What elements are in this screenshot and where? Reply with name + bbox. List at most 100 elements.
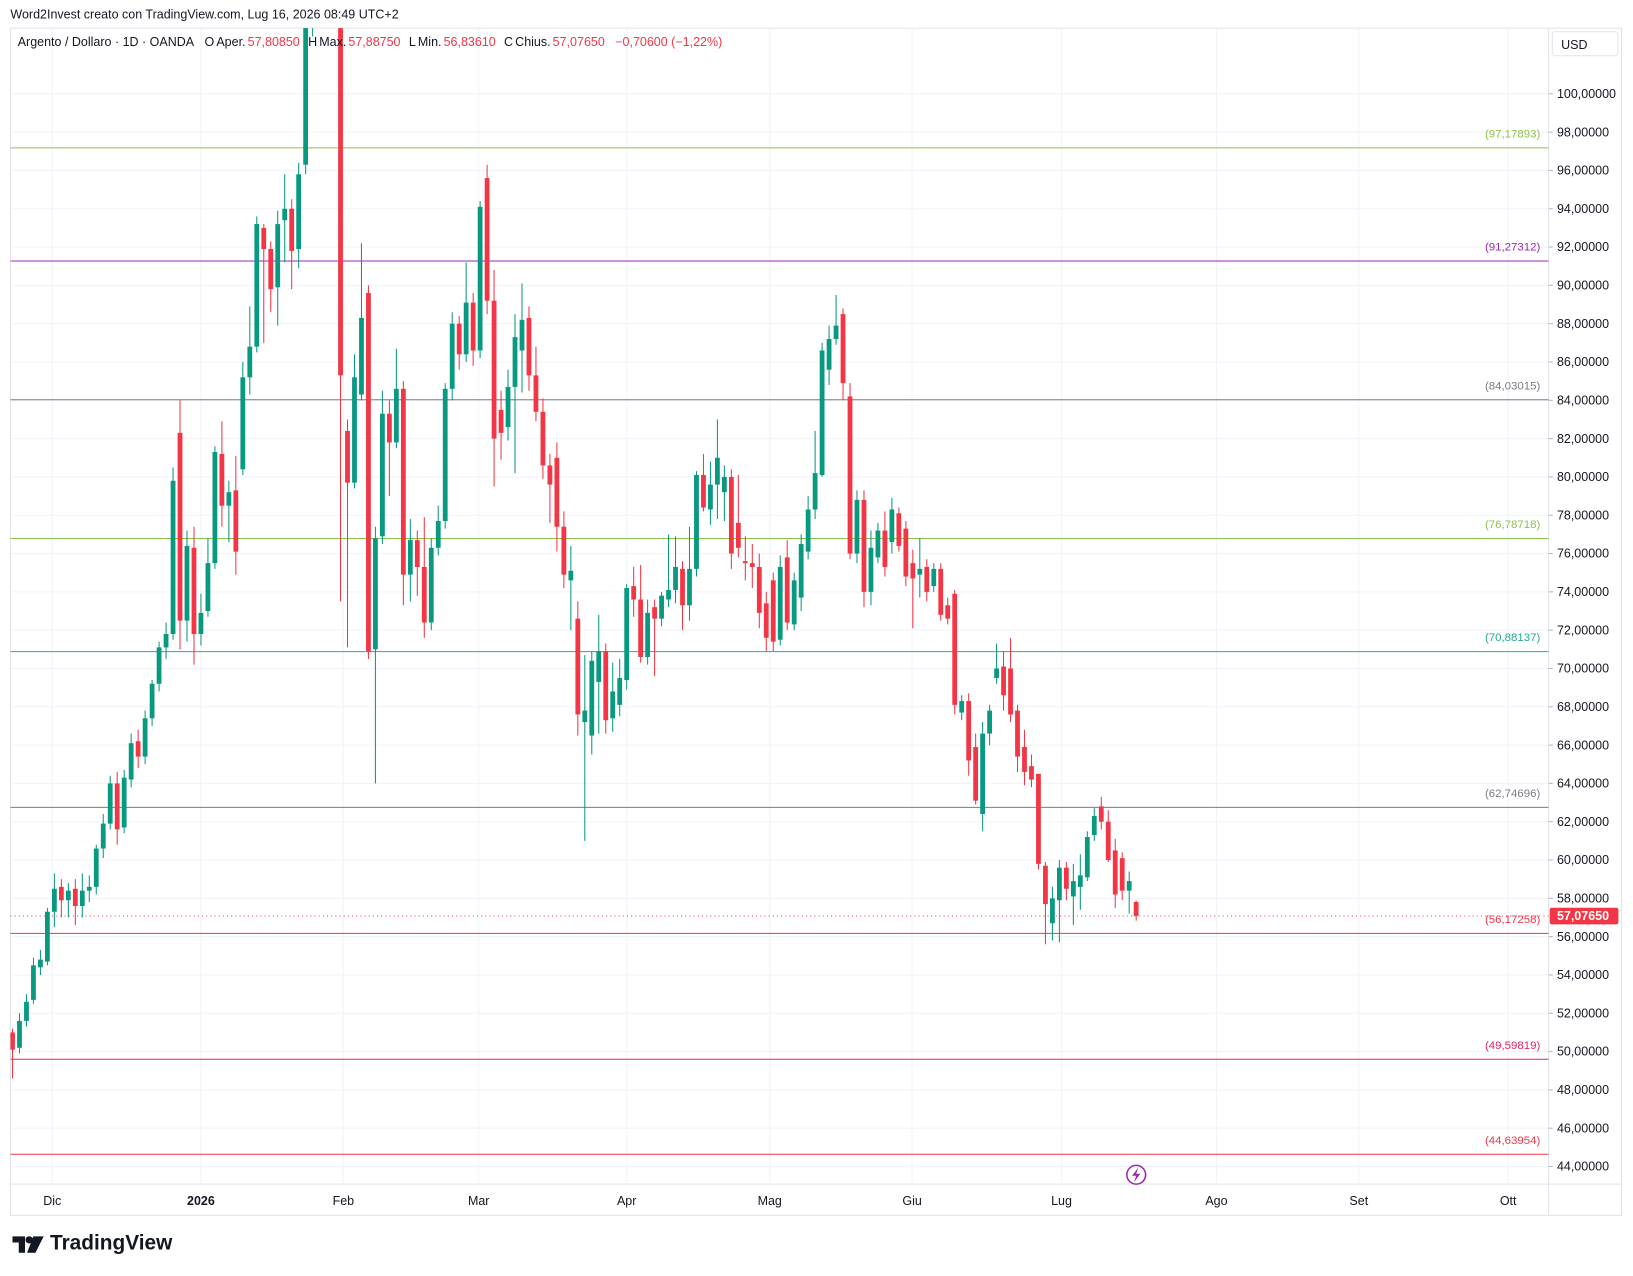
- candle-body: [170, 480, 176, 634]
- candle-body: [212, 452, 218, 564]
- grid: [10, 28, 1549, 1185]
- candle-body: [338, 28, 343, 376]
- candle-body: [156, 647, 162, 684]
- candle-body: [114, 783, 120, 830]
- candle-body: [924, 566, 930, 592]
- candle-body: [742, 561, 748, 564]
- legend-key: O: [204, 34, 215, 49]
- candle-body: [721, 476, 727, 493]
- candle-body: [680, 568, 685, 606]
- candle-body: [149, 683, 155, 719]
- candle-body: [694, 475, 699, 569]
- candle-body: [568, 570, 574, 581]
- candle-body: [226, 492, 232, 506]
- candle-body: [826, 339, 832, 370]
- level-label: (76,78718): [1485, 519, 1541, 531]
- candle-body: [903, 528, 909, 577]
- candle-body: [366, 293, 371, 652]
- candle-body: [847, 396, 853, 554]
- candle-body: [519, 319, 525, 351]
- candle-body: [561, 526, 567, 575]
- candle-body: [17, 1020, 22, 1048]
- candle-body: [645, 612, 651, 657]
- x-tick-label: Feb: [333, 1194, 355, 1208]
- x-tick-label: Giu: [902, 1194, 921, 1208]
- x-tick-label: Set: [1349, 1194, 1368, 1208]
- credit: Word2Invest creato con TradingView.com, …: [10, 7, 399, 22]
- candle-body: [498, 409, 504, 433]
- candle-body: [1070, 881, 1076, 897]
- candle-body: [994, 668, 999, 679]
- candle-body: [484, 178, 490, 301]
- candle-body: [421, 566, 427, 623]
- candle-body: [303, 28, 309, 165]
- candle-body: [631, 586, 637, 600]
- legend-key: C: [504, 34, 514, 49]
- candle-body: [100, 823, 106, 849]
- candle-body: [833, 325, 839, 340]
- candle-body: [289, 208, 295, 251]
- candle-body: [1029, 766, 1034, 780]
- candle-body: [784, 557, 790, 623]
- candle-body: [917, 568, 923, 575]
- candle-body: [875, 530, 881, 558]
- candle-body: [477, 206, 483, 351]
- candle-body: [777, 566, 783, 640]
- brand-logo: [12, 1235, 44, 1253]
- candle-body: [980, 733, 986, 815]
- candle-body: [456, 323, 462, 355]
- candle-body: [1056, 867, 1062, 901]
- candle-body: [973, 747, 979, 801]
- last-price-box: [1549, 907, 1619, 925]
- candle-body: [198, 612, 204, 634]
- candle-body: [345, 430, 350, 483]
- y-tick-label: 66,00000: [1557, 738, 1609, 752]
- candle-body: [533, 375, 539, 412]
- y-tick-label: 72,00000: [1557, 623, 1609, 637]
- brand: TradingView: [12, 1232, 172, 1256]
- currency-button[interactable]: USD: [1551, 31, 1619, 57]
- candle-body: [24, 1001, 29, 1021]
- frame: [9, 27, 1623, 1216]
- candle-body: [219, 453, 225, 506]
- candle-body: [959, 701, 965, 713]
- legend: Argento / Dollaro · 1D · OANDA O Aper. 57,…: [18, 34, 723, 49]
- candle-body: [414, 540, 420, 567]
- y-tick-label: 92,00000: [1557, 240, 1609, 254]
- candle-body: [254, 224, 260, 347]
- brand-name: TradingView: [49, 1232, 173, 1255]
- candle-body: [687, 568, 692, 606]
- candle-body: [1084, 837, 1090, 878]
- y-tick-label: 90,00000: [1557, 279, 1609, 293]
- candle-body: [1112, 850, 1118, 895]
- candle-body: [373, 538, 378, 650]
- candle-body: [763, 603, 769, 638]
- candle-body: [910, 563, 916, 579]
- level-label: (44,63954): [1485, 1135, 1541, 1147]
- candle-body: [296, 174, 302, 249]
- candle-body: [380, 413, 385, 537]
- legend-value: 56,83610: [443, 34, 496, 49]
- candle-body: [491, 300, 497, 439]
- candle-body: [1043, 865, 1048, 905]
- y-tick-label: 56,00000: [1557, 930, 1609, 944]
- legend-key: L: [408, 34, 416, 49]
- x-tick-label: Mag: [758, 1194, 782, 1208]
- symbol: Argento / Dollaro · 1D · OANDA: [17, 34, 195, 49]
- candle-body: [701, 475, 706, 508]
- y-tick-label: 80,00000: [1557, 470, 1609, 484]
- y-tick-label: 98,00000: [1557, 125, 1609, 139]
- candle-body: [854, 499, 860, 554]
- candle-body: [1133, 902, 1139, 917]
- x-tick-label: Ago: [1205, 1194, 1227, 1208]
- candle-body: [896, 513, 902, 546]
- level-label: (91,27312): [1485, 242, 1541, 254]
- y-tick-label: 74,00000: [1557, 585, 1609, 599]
- legend-key: H: [308, 34, 318, 49]
- candle-body: [352, 377, 357, 483]
- candle-body: [966, 701, 972, 761]
- change: −0,70600 (−1,22%): [615, 34, 723, 49]
- candle-body: [93, 848, 99, 887]
- y-tick-label: 54,00000: [1557, 968, 1609, 982]
